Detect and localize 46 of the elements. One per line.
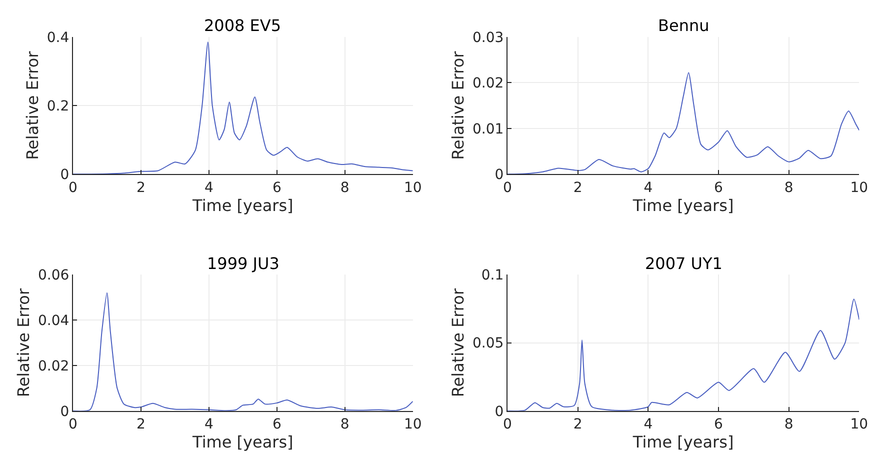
- y-axis-title: Relative Error: [14, 288, 33, 398]
- y-tick-label: 0.05: [472, 336, 504, 352]
- x-tick-label: 8: [784, 416, 794, 433]
- y-tick-label: 0.06: [38, 268, 70, 284]
- chart-title: Bennu: [658, 16, 710, 35]
- x-tick-label: 4: [644, 180, 653, 196]
- x-tick-label: 10: [404, 416, 422, 433]
- chart-title: 2007 UY1: [645, 254, 722, 273]
- x-tick-label: 6: [272, 180, 282, 196]
- y-tick-label: 0: [60, 167, 70, 184]
- x-tick-label: 8: [340, 180, 350, 196]
- y-tick-label: 0.03: [472, 30, 504, 46]
- y-tick-label: 0: [60, 404, 70, 420]
- x-tick-label: 10: [850, 180, 868, 196]
- y-axis-title: Relative Error: [448, 288, 468, 398]
- y-tick-label: 0.4: [46, 30, 70, 46]
- x-tick-label: 6: [714, 416, 724, 433]
- y-axis-title: Relative Error: [22, 50, 42, 160]
- y-tick-label: 0.02: [38, 358, 70, 374]
- x-tick-label: 6: [714, 180, 724, 196]
- x-tick-label: 2: [573, 180, 582, 196]
- x-tick-label: 6: [272, 416, 282, 433]
- x-axis-title: Time [years]: [192, 432, 294, 452]
- y-tick-label: 0.04: [38, 312, 70, 329]
- y-tick-label: 0.02: [472, 76, 504, 92]
- x-tick-label: 8: [784, 180, 794, 196]
- x-tick-label: 4: [204, 416, 214, 433]
- y-axis-title: Relative Error: [448, 50, 468, 160]
- x-tick-label: 4: [204, 180, 214, 196]
- y-tick-label: 0: [494, 404, 504, 420]
- x-tick-label: 10: [404, 180, 422, 196]
- chart-title: 1999 JU3: [207, 254, 280, 273]
- y-tick-label: 0: [494, 167, 504, 184]
- x-tick-label: 2: [136, 416, 146, 433]
- x-axis-title: Time [years]: [632, 196, 734, 215]
- chart-title: 2008 EV5: [204, 16, 282, 35]
- y-tick-label: 0.1: [481, 268, 504, 284]
- x-axis-title: Time [years]: [632, 432, 734, 452]
- x-axis-title: Time [years]: [192, 196, 294, 215]
- y-tick-label: 0.01: [472, 121, 504, 138]
- y-tick-label: 0.2: [46, 98, 70, 114]
- x-tick-label: 10: [850, 416, 868, 433]
- x-tick-label: 8: [340, 416, 350, 433]
- x-tick-label: 2: [573, 416, 582, 433]
- x-tick-label: 2: [136, 180, 146, 196]
- x-tick-label: 4: [644, 416, 653, 433]
